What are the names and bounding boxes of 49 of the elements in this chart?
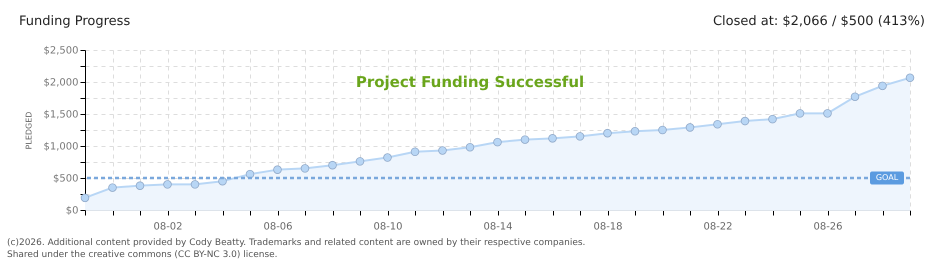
y-tick-label: $1,000 [44, 142, 78, 152]
point [328, 160, 337, 170]
point [466, 143, 474, 152]
text: (c)2026. Additional content provided by Cody Beatty. Trademarks and related content are owned by their respective companies. [7, 238, 586, 248]
point [576, 132, 584, 141]
point [163, 180, 172, 189]
point [768, 114, 777, 124]
point [740, 116, 750, 126]
point [136, 181, 144, 190]
point [658, 126, 667, 134]
point [383, 153, 392, 162]
point [300, 164, 310, 173]
point [686, 123, 694, 132]
chart-subtitle: Closed at: $2,066 / $500 (413%) [712, 14, 925, 29]
x-tick-label: 08-18 [593, 222, 623, 232]
x-tick-label: 08-06 [263, 222, 293, 232]
point [438, 146, 447, 155]
x-tick-label: 08-14 [483, 222, 513, 232]
point [713, 120, 722, 129]
point [850, 92, 860, 101]
y-axis-title: PLEDGED [24, 112, 34, 150]
point [548, 134, 557, 143]
point [796, 109, 804, 118]
ref-line-label: GOAL [876, 173, 899, 182]
x-tick-label: 08-26 [813, 222, 843, 232]
point [80, 194, 90, 202]
point [356, 157, 364, 166]
point [493, 138, 502, 146]
point [410, 147, 420, 156]
point [190, 180, 200, 189]
x-tick-label: 08-02 [153, 222, 183, 232]
y-tick-label: $2,000 [44, 78, 78, 88]
point [603, 128, 612, 138]
point [273, 165, 282, 174]
x-tick-label: 08-10 [373, 222, 403, 232]
point [108, 183, 117, 192]
y-tick-label: $0 [66, 206, 78, 216]
point [520, 135, 530, 144]
annotation: Project Funding Successful [356, 73, 584, 91]
y-tick-label: $500 [53, 174, 78, 184]
text: Shared under the creative commons (CC BY-NC 3.0) license. [7, 250, 278, 260]
y-tick-label: $2,500 [44, 46, 78, 56]
point [906, 74, 914, 82]
x-tick-label: 08-22 [703, 222, 733, 232]
point [823, 109, 832, 118]
point [630, 127, 640, 136]
chart-title: Funding Progress [19, 14, 130, 29]
y-tick-label: $1,500 [44, 110, 78, 120]
point [878, 82, 887, 90]
